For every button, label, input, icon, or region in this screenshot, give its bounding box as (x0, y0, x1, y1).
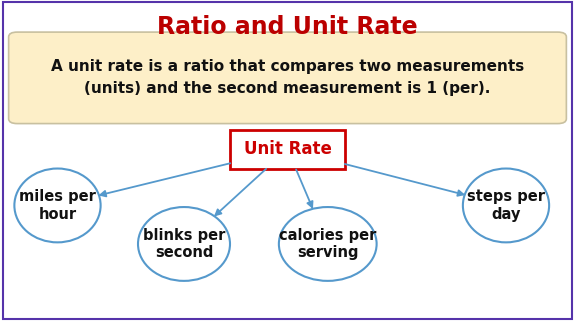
Text: calories per
serving: calories per serving (279, 228, 377, 260)
Text: A unit rate is a ratio that compares two measurements
(units) and the second mea: A unit rate is a ratio that compares two… (51, 59, 524, 96)
FancyBboxPatch shape (9, 32, 566, 124)
Ellipse shape (138, 207, 230, 281)
Ellipse shape (279, 207, 377, 281)
Text: Unit Rate: Unit Rate (244, 140, 331, 158)
Text: blinks per
second: blinks per second (143, 228, 225, 260)
Ellipse shape (14, 169, 101, 242)
Text: Ratio and Unit Rate: Ratio and Unit Rate (157, 15, 418, 39)
Text: miles per
hour: miles per hour (19, 189, 96, 221)
FancyBboxPatch shape (3, 2, 572, 319)
Text: steps per
day: steps per day (467, 189, 545, 221)
Ellipse shape (463, 169, 549, 242)
FancyBboxPatch shape (230, 130, 345, 169)
